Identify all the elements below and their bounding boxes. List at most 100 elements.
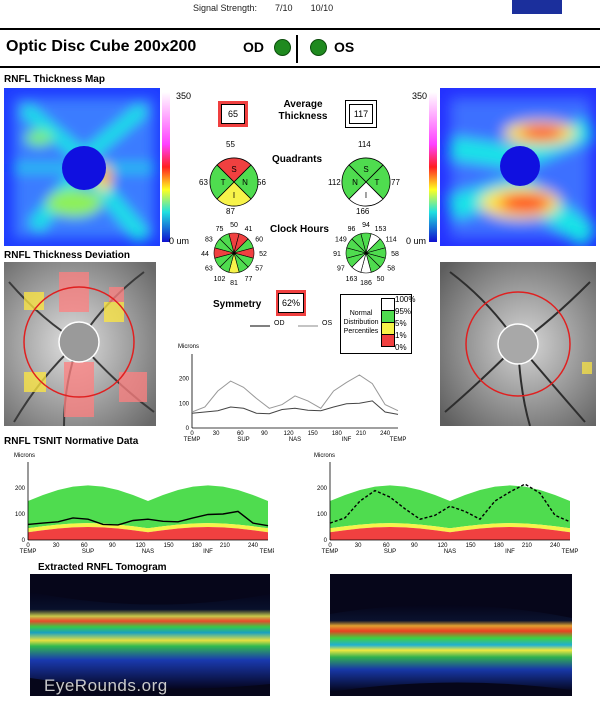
deviation-title: RNFL Thickness Deviation — [4, 250, 130, 261]
svg-text:I: I — [365, 191, 367, 200]
pct-1: 1% — [395, 331, 407, 340]
normal-band — [330, 485, 570, 529]
x-region-label: TEMP — [260, 549, 274, 555]
x-region-label: INF — [505, 549, 515, 555]
abnormal-band — [330, 527, 570, 540]
od-deviation-map — [4, 262, 156, 426]
top-bar — [0, 0, 600, 22]
svg-text:T: T — [221, 178, 226, 187]
os-clock-value: 96 — [348, 226, 356, 233]
y-tick-label: 0 — [324, 538, 328, 544]
os-quadrant-s-value: 114 — [358, 140, 371, 149]
x-tick-label: 30 — [355, 543, 362, 549]
x-tick-label: 210 — [356, 431, 367, 437]
y-tick-label: 100 — [15, 512, 26, 518]
x-tick-label: 90 — [261, 431, 268, 437]
x-region-label: INF — [342, 437, 352, 443]
od-clock-value: 77 — [245, 276, 253, 283]
os-norm-ylabel: Microns — [314, 453, 335, 459]
os-tomogram — [330, 574, 572, 696]
os-quadrant-n-value: 112 — [328, 178, 341, 187]
series-line-od — [191, 400, 399, 415]
x-tick-label: 120 — [437, 543, 448, 549]
x-region-label: NAS — [142, 549, 154, 555]
pct-0: 0% — [395, 343, 407, 352]
signal-os: 10/10 — [310, 3, 334, 13]
x-tick-label: 90 — [411, 543, 418, 549]
x-region-label: SUP — [82, 549, 94, 555]
y-tick-label: 0 — [22, 538, 26, 544]
graph-legend — [250, 325, 318, 327]
x-tick-label: 60 — [81, 543, 88, 549]
os-clock-value: 163 — [346, 276, 358, 283]
od-quadrant-t-value: 63 — [199, 178, 208, 187]
os-color-scale — [429, 92, 437, 242]
x-region-label: NAS — [444, 549, 456, 555]
od-clock-value: 75 — [216, 226, 224, 233]
distribution-label: Normal Distribution Percentiles — [343, 310, 379, 335]
svg-text:N: N — [352, 178, 358, 187]
od-quadrant-i — [216, 181, 252, 207]
od-clock-value: 44 — [201, 251, 209, 258]
os-clock-value: 58 — [391, 251, 399, 258]
x-tick-label: 180 — [494, 543, 505, 549]
svg-text:I: I — [233, 191, 235, 200]
series-line-os — [191, 374, 399, 413]
legend-os: OS — [322, 320, 333, 327]
od-quadrant-s-value: 55 — [226, 140, 235, 149]
od-clock-value: 41 — [245, 226, 253, 233]
os-quadrant-n — [341, 164, 367, 200]
symmetry-value: 62% — [278, 293, 304, 313]
x-tick-label: 120 — [284, 431, 295, 437]
pct-5: 5% — [395, 319, 407, 328]
symmetry-box: 62% — [276, 290, 306, 316]
svg-text:N: N — [242, 178, 248, 187]
os-average-box: 117 — [345, 100, 377, 128]
os-quadrants-chart: S N I T — [341, 157, 391, 207]
os-clock-value: 94 — [362, 222, 370, 229]
signal-od: 7/10 — [275, 3, 293, 13]
distribution-legend: Normal Distribution Percentiles 100% 95%… — [340, 294, 416, 354]
x-tick-label: 180 — [192, 543, 203, 549]
os-quadrant-i-value: 166 — [356, 207, 370, 216]
od-scale-max: 350 — [176, 91, 192, 101]
os-quadrant-s — [348, 157, 384, 183]
signal-strength: Signal Strength: 7/10 10/10 — [193, 3, 334, 13]
x-region-label: TEMP — [184, 437, 201, 443]
od-color-scale — [162, 92, 170, 242]
os-quadrant-t-value: 77 — [391, 178, 400, 187]
od-norm-ylabel: Microns — [14, 453, 35, 459]
average-label: Average Thickness — [278, 99, 328, 122]
od-clock-value: 50 — [230, 222, 238, 229]
x-region-label: TEMP — [20, 549, 37, 555]
os-clock-sector — [351, 233, 367, 255]
x-tick-label: 210 — [522, 543, 533, 549]
os-clock-value: 97 — [337, 266, 345, 273]
od-quadrant-n-value: 56 — [257, 178, 266, 187]
od-quadrant-n — [233, 164, 259, 200]
x-region-label: SUP — [237, 437, 249, 443]
od-tomogram — [30, 574, 270, 696]
x-tick-label: 30 — [213, 431, 220, 437]
y-tick-label: 0 — [186, 426, 190, 432]
svg-text:T: T — [375, 178, 380, 187]
os-deviation-map — [440, 262, 596, 426]
pct-100: 100% — [395, 295, 416, 304]
od-average-value: 65 — [221, 104, 245, 124]
od-clock-value: 60 — [255, 237, 263, 244]
os-clock-value: 149 — [335, 237, 347, 244]
borderline-band — [330, 523, 570, 533]
tomogram-title: Extracted RNFL Tomogram — [38, 562, 167, 573]
x-region-label: SUP — [384, 549, 396, 555]
borderline-band — [28, 523, 268, 533]
thickness-map-title: RNFL Thickness Map — [4, 74, 105, 85]
od-clock-value: 63 — [205, 266, 213, 273]
od-clock-sector — [219, 233, 235, 255]
abnormal-band — [28, 527, 268, 540]
od-scale-min: 0 um — [169, 236, 190, 246]
x-tick-label: 90 — [109, 543, 116, 549]
os-thickness-map — [440, 88, 596, 246]
